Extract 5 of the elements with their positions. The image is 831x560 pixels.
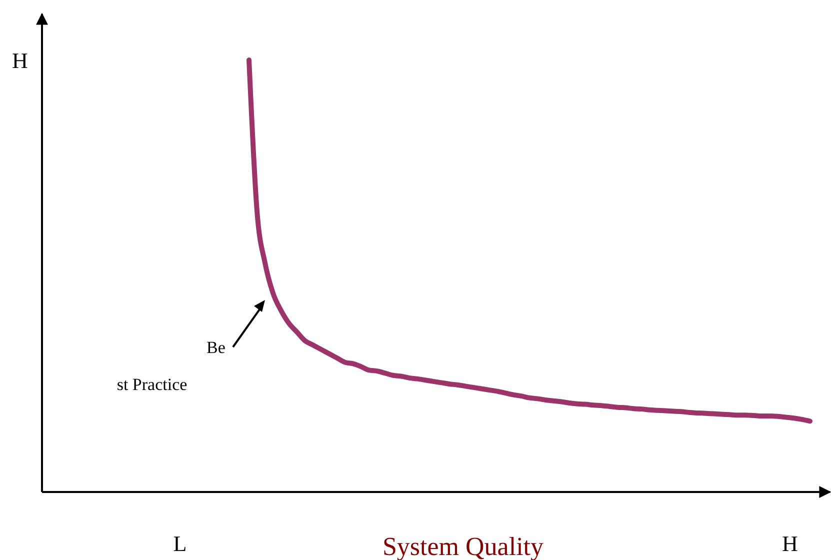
text: Be [206,338,226,357]
text: st Practice [116,375,188,394]
text: H [782,531,798,556]
text: L [173,531,187,556]
text: H [12,48,28,73]
